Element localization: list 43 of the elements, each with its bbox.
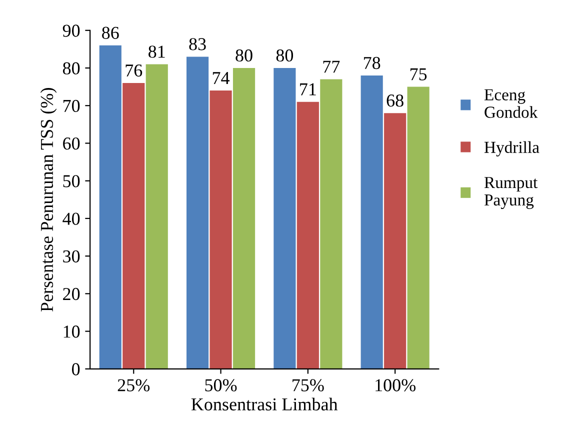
bar [296, 102, 319, 369]
bar [186, 56, 209, 369]
x-tick-label: 75% [292, 379, 324, 392]
bar [320, 79, 342, 369]
legend-label: Eceng Gondok [484, 89, 538, 118]
y-tick-label: 20 [63, 288, 80, 300]
y-tick-label: 90 [62, 24, 80, 37]
data-label: 78 [364, 56, 380, 70]
bar [384, 113, 406, 369]
data-label: 80 [236, 49, 252, 62]
bar [232, 68, 256, 369]
x-tick-label: 25% [118, 379, 150, 392]
data-label: 76 [126, 64, 142, 77]
data-label: 86 [102, 26, 119, 39]
bar [210, 90, 232, 369]
y-tick-label: 80 [62, 62, 80, 74]
bar [146, 64, 168, 369]
y-tick-label: 70 [63, 100, 80, 112]
y-tick-label: 0 [72, 363, 80, 376]
data-label: 68 [386, 94, 404, 107]
bar [99, 45, 122, 369]
y-tick-label: 10 [64, 326, 80, 338]
bar [360, 76, 383, 369]
data-label: 77 [323, 60, 340, 73]
x-tick-label: 100% [376, 379, 416, 392]
x-axis-title: Konsentrasi Limbah [191, 398, 338, 410]
data-label: 74 [212, 72, 230, 84]
bar [274, 68, 296, 369]
data-label: 75 [410, 68, 427, 80]
bar [122, 83, 145, 369]
legend-label: Hydrilla [484, 141, 540, 156]
y-axis-title: Persentase Penurunan TSS (%) [40, 88, 57, 312]
y-tick-label: 60 [63, 137, 80, 150]
bar [407, 86, 430, 369]
data-label: 83 [189, 38, 206, 50]
data-label: 71 [300, 83, 316, 96]
y-tick-label: 50 [63, 175, 80, 188]
y-tick-label: 30 [63, 250, 80, 262]
legend-label: Rumput Payung [484, 177, 538, 210]
y-tick-label: 40 [62, 212, 80, 225]
data-label: 80 [276, 49, 294, 62]
data-label: 81 [148, 46, 165, 58]
x-tick-label: 50% [205, 379, 237, 392]
